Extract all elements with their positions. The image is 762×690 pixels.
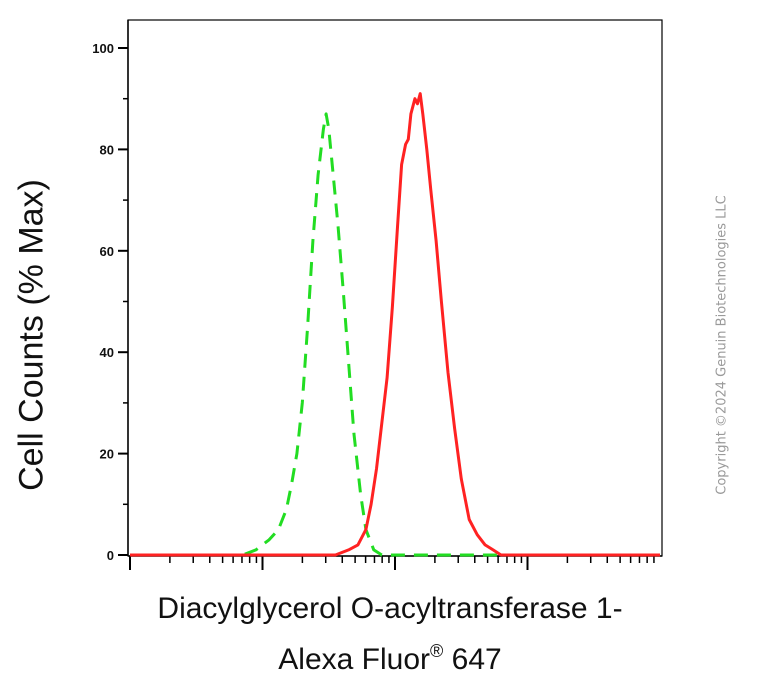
copyright-text: Copyright ©2024 Genuin Biotechnologies L… — [714, 195, 730, 495]
y-tick-label: 60 — [100, 244, 114, 259]
y-tick-label: 100 — [92, 41, 114, 56]
x-axis-label-line1: Diacylglycerol O-acyltransferase 1- — [157, 592, 623, 625]
y-axis-label: Cell Counts (% Max) — [12, 179, 51, 491]
y-tick-label: 20 — [100, 447, 114, 462]
series-group — [130, 92, 660, 557]
x-axis-label-line2: Alexa Fluor® 647 — [157, 630, 622, 681]
x-axis-label-suffix: 647 — [443, 643, 502, 676]
y-axis: 0 20 40 60 80 100 — [92, 20, 129, 563]
x-axis-label-main: Alexa Fluor — [278, 643, 431, 676]
x-axis-label: Diacylglycerol O-acyltransferase 1- Alex… — [157, 588, 622, 681]
x-axis — [128, 555, 662, 570]
isotype-control-curve — [130, 112, 660, 557]
registered-mark: ® — [430, 641, 444, 661]
y-tick-label: 0 — [107, 548, 114, 563]
sample-curve — [130, 92, 660, 557]
y-tick-label: 80 — [100, 142, 114, 157]
y-tick-label: 40 — [100, 345, 114, 360]
